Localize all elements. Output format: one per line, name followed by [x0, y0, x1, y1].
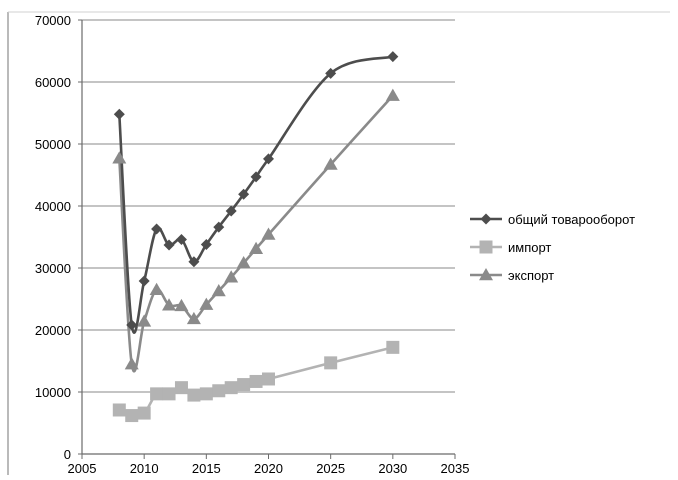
series-line-total-turnover [118, 55, 395, 334]
data-point-total-turnover [225, 205, 237, 217]
x-tick-label: 2025 [316, 461, 345, 476]
series-lines [118, 55, 395, 418]
data-point-export [224, 270, 239, 283]
data-point-total-turnover [250, 171, 262, 183]
data-point-export [236, 256, 251, 269]
y-tick-label: 30000 [35, 261, 71, 276]
x-tick-label: 2015 [192, 461, 221, 476]
data-point-export [124, 357, 139, 370]
y-tick-label: 50000 [35, 137, 71, 152]
y-tick-label: 0 [64, 447, 71, 462]
data-point-export [112, 151, 127, 164]
x-tick-label: 2035 [441, 461, 470, 476]
data-point-total-turnover [213, 221, 225, 233]
data-point-export [261, 227, 276, 240]
data-point-import [237, 378, 251, 392]
x-tick-label: 2005 [68, 461, 97, 476]
data-point-total-turnover [188, 256, 200, 268]
data-point-import [187, 388, 201, 402]
x-tick-label: 2030 [378, 461, 407, 476]
y-tick-label: 20000 [35, 323, 71, 338]
x-tick-labels: 2005 2010 2015 2020 2025 2030 2035 [68, 461, 470, 476]
data-point-import [212, 384, 226, 398]
data-point-import [262, 372, 275, 386]
data-point-import [174, 381, 188, 395]
legend-label-total-turnover: общий товарооборот [508, 212, 635, 227]
data-point-total-turnover [175, 233, 187, 245]
data-point-export [149, 282, 164, 295]
legend-marker-total-turnover [480, 213, 492, 225]
y-tick-label: 70000 [35, 13, 71, 28]
data-point-import [137, 406, 151, 420]
legend-label-export: экспорт [508, 268, 554, 283]
data-point-total-turnover [151, 223, 163, 235]
data-point-import [386, 340, 400, 354]
grid-lines [82, 19, 455, 393]
axes [78, 19, 456, 459]
y-tick-labels: 0 10000 20000 30000 40000 50000 60000 70000 [35, 13, 71, 462]
data-point-import [249, 374, 263, 388]
data-point-total-turnover [200, 238, 212, 250]
data-point-import [324, 356, 338, 370]
data-point-total-turnover [138, 275, 150, 287]
x-tick-label: 2020 [254, 461, 283, 476]
data-point-total-turnover [126, 319, 138, 331]
data-point-import [112, 403, 126, 417]
data-point-total-turnover [113, 108, 125, 120]
y-tick-label: 40000 [35, 199, 71, 214]
legend-marker-export [479, 268, 493, 281]
data-point-export [174, 298, 189, 312]
data-point-total-turnover [263, 153, 274, 165]
data-point-export [199, 297, 214, 310]
legend-marker-import [479, 240, 493, 254]
legend-label-import: импорт [508, 240, 551, 255]
data-point-import [150, 387, 164, 401]
data-point-import [125, 409, 139, 423]
y-tick-label: 60000 [35, 75, 71, 90]
y-tick-label: 10000 [35, 385, 71, 400]
data-point-export [323, 157, 338, 170]
data-point-import [199, 387, 213, 401]
data-point-export [162, 298, 177, 311]
plot-frame [7, 11, 670, 475]
data-point-total-turnover [325, 67, 337, 79]
data-point-import [162, 387, 176, 401]
data-point-export [249, 241, 264, 255]
x-tick-label: 2010 [130, 461, 159, 476]
data-point-export [186, 311, 201, 325]
series-markers [112, 51, 400, 423]
data-point-import [224, 381, 238, 395]
data-point-export [211, 283, 226, 297]
data-point-export [137, 314, 152, 327]
data-point-total-turnover [163, 239, 175, 251]
data-point-export [385, 88, 400, 101]
data-point-total-turnover [387, 51, 399, 63]
data-point-total-turnover [238, 188, 250, 200]
legend: общий товарооборот импорт экспорт [470, 212, 635, 283]
